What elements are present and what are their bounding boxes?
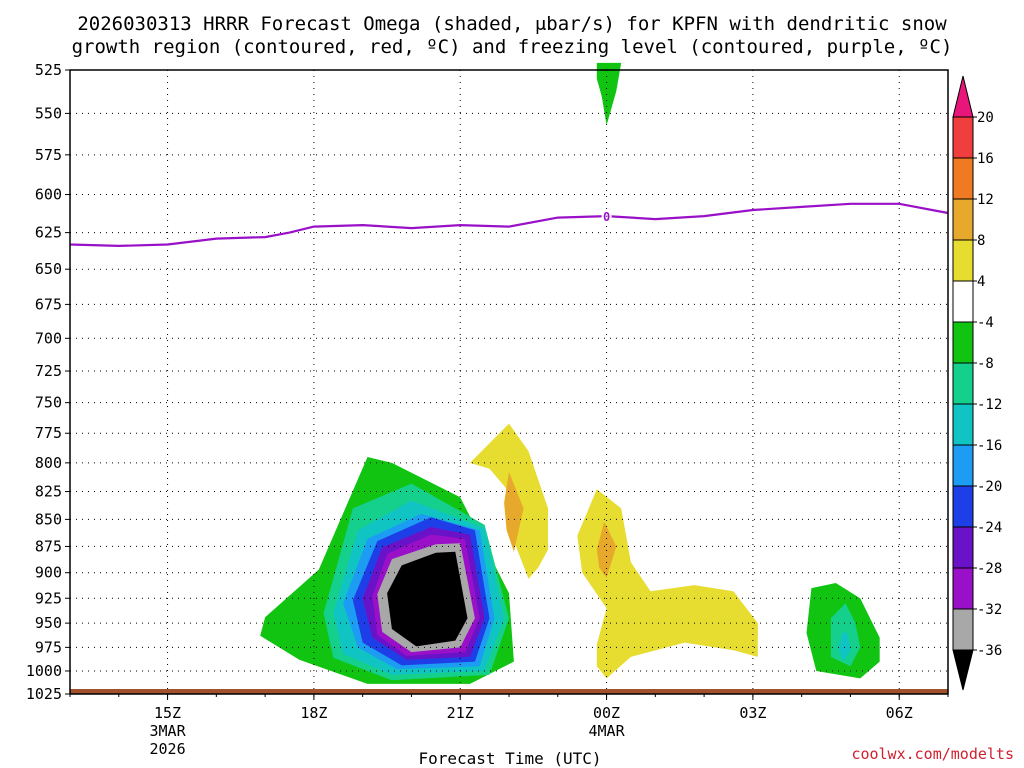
colorbar-label: 4 xyxy=(977,274,985,290)
colorbar-segment xyxy=(952,157,974,200)
colorbar-segment xyxy=(952,526,974,569)
omega-region-8 xyxy=(387,551,468,647)
y-tick-label: 1000 xyxy=(26,662,62,680)
colorbar-top-arrow xyxy=(952,75,974,118)
y-tick-label: 750 xyxy=(35,394,62,412)
y-tick-label: 900 xyxy=(35,564,62,582)
omega-region-16 xyxy=(596,62,622,126)
colorbar-segment xyxy=(952,444,974,487)
colorbar-label: 8 xyxy=(977,233,985,249)
x-tick-date: 4MAR xyxy=(588,722,625,740)
colorbar-label: 16 xyxy=(977,151,994,167)
ground-strip xyxy=(70,689,948,694)
title-line-1: 2026030313 HRRR Forecast Omega (shaded, … xyxy=(77,13,947,35)
colorbar-label: -24 xyxy=(977,520,1002,536)
freezing-level-contour: 0 xyxy=(69,202,949,248)
colorbar-label: -36 xyxy=(977,643,1002,659)
y-tick-label: 825 xyxy=(35,483,62,501)
omega-region-15 xyxy=(838,631,851,662)
colorbar-segment xyxy=(952,198,974,241)
colorbar-label: 20 xyxy=(977,110,994,126)
colorbar-segment xyxy=(952,116,974,159)
y-tick-label: 800 xyxy=(35,454,62,472)
y-tick-label: 600 xyxy=(35,186,62,204)
y-tick-label: 625 xyxy=(35,224,62,242)
colorbar-segment xyxy=(952,280,974,323)
x-tick-label: 21Z xyxy=(447,704,474,722)
freezing-level-label: 0 xyxy=(603,210,610,224)
y-tick-label: 850 xyxy=(35,510,62,528)
colorbar-segment xyxy=(952,608,974,651)
x-tick-label: 03Z xyxy=(739,704,766,722)
colorbar-segment xyxy=(952,321,974,364)
freezing-level-label-bg xyxy=(601,209,612,223)
omega-region-9 xyxy=(470,423,548,579)
colorbar-bottom-arrow xyxy=(952,649,974,691)
y-tick-label: 925 xyxy=(35,589,62,607)
y-tick-label: 1025 xyxy=(26,685,62,703)
colorbar-label: -28 xyxy=(977,561,1002,577)
y-tick-label: 975 xyxy=(35,638,62,656)
y-tick-label: 950 xyxy=(35,614,62,632)
y-tick-label: 875 xyxy=(35,537,62,555)
omega-region-12 xyxy=(596,521,617,578)
x-tick-year: 2026 xyxy=(149,740,185,758)
colorbar-segment xyxy=(952,362,974,405)
plot-grid xyxy=(70,70,948,694)
y-tick-label: 575 xyxy=(35,146,62,164)
omega-shading xyxy=(260,62,880,684)
colorbar-label: -16 xyxy=(977,438,1002,454)
x-tick-label: 18Z xyxy=(300,704,327,722)
colorbar-segment xyxy=(952,403,974,446)
colorbar-label: -4 xyxy=(977,315,994,331)
x-axis-label: Forecast Time (UTC) xyxy=(418,749,601,768)
y-tick-label: 775 xyxy=(35,424,62,442)
colorbar-segment xyxy=(952,567,974,610)
colorbar-segment xyxy=(952,485,974,528)
colorbar-label: -12 xyxy=(977,397,1002,413)
colorbar-label: -32 xyxy=(977,602,1002,618)
freezing-level-line xyxy=(69,202,949,248)
credit-text: coolwx.com/modelts xyxy=(851,745,1014,763)
x-tick-label: 00Z xyxy=(593,704,620,722)
x-tick-label: 15Z xyxy=(154,704,181,722)
x-tick-date: 3MAR xyxy=(149,722,186,740)
x-tick-label: 06Z xyxy=(886,704,913,722)
y-tick-label: 700 xyxy=(35,329,62,347)
y-tick-label: 550 xyxy=(35,104,62,122)
colorbar: 20 16 12 8 4 -4 -8 -12 -16 -20 -24 -28 -32 -36 xyxy=(952,75,1002,691)
title-line-2: growth region (contoured, red, ºC) and f… xyxy=(72,36,953,58)
colorbar-label: -8 xyxy=(977,356,994,372)
y-tick-label: 650 xyxy=(35,260,62,278)
omega-region-11 xyxy=(577,489,758,679)
y-tick-label: 525 xyxy=(35,61,62,79)
colorbar-label: 12 xyxy=(977,192,994,208)
y-tick-label: 725 xyxy=(35,362,62,380)
y-axis: 525 550 575 600 625 650 675 700 725 750 775 800 825 8… xyxy=(26,61,70,703)
y-tick-label: 675 xyxy=(35,295,62,313)
colorbar-segment xyxy=(952,239,974,282)
colorbar-label: -20 xyxy=(977,479,1002,495)
